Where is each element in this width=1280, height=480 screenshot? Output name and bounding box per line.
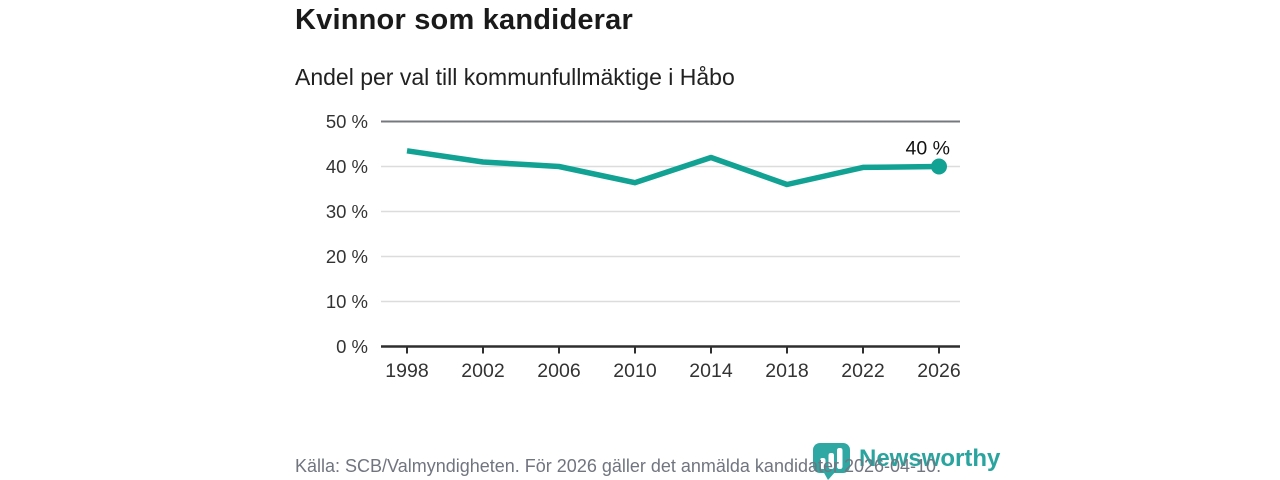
x-tick-label: 2018 [765, 360, 808, 382]
end-point-marker [931, 158, 947, 175]
newsworthy-logo-icon [813, 443, 850, 480]
y-tick-label: 0 % [336, 336, 368, 357]
x-tick-label: 2010 [613, 360, 657, 382]
newsworthy-logo-text: Newsworthy [859, 445, 1001, 472]
y-tick-label: 10 % [326, 291, 368, 312]
x-tick-label: 2014 [689, 360, 733, 382]
newsworthy-logo: Newsworthy [812, 442, 1000, 480]
y-tick-label: 40 % [326, 156, 368, 177]
x-tick-label: 2026 [917, 360, 960, 382]
chart-subtitle: Andel per val till kommunfullmäktige i H… [295, 64, 735, 90]
page-title: Kvinnor som kandiderar [295, 4, 633, 36]
x-tick-label: 2002 [461, 360, 504, 382]
source-note: Källa: SCB/Valmyndigheten. För 2026 gäll… [295, 456, 942, 476]
data-line [406, 148, 940, 188]
y-tick-label: 30 % [326, 201, 368, 222]
line-chart: 0 % 10 % 20 % 30 % 40 % 50 % 1998 2002 2006 2010 2… [290, 100, 990, 400]
y-tick-label: 20 % [326, 246, 368, 267]
x-tick-label: 2006 [537, 360, 580, 382]
y-tick-label: 50 % [326, 111, 368, 132]
x-tick-label: 2022 [841, 360, 884, 382]
x-tick-label: 1998 [385, 360, 428, 382]
chart-plot-area: 0 % 10 % 20 % 30 % 40 % 50 % 1998 2002 2006 2010 2… [326, 111, 961, 382]
end-point-label: 40 % [906, 138, 950, 160]
